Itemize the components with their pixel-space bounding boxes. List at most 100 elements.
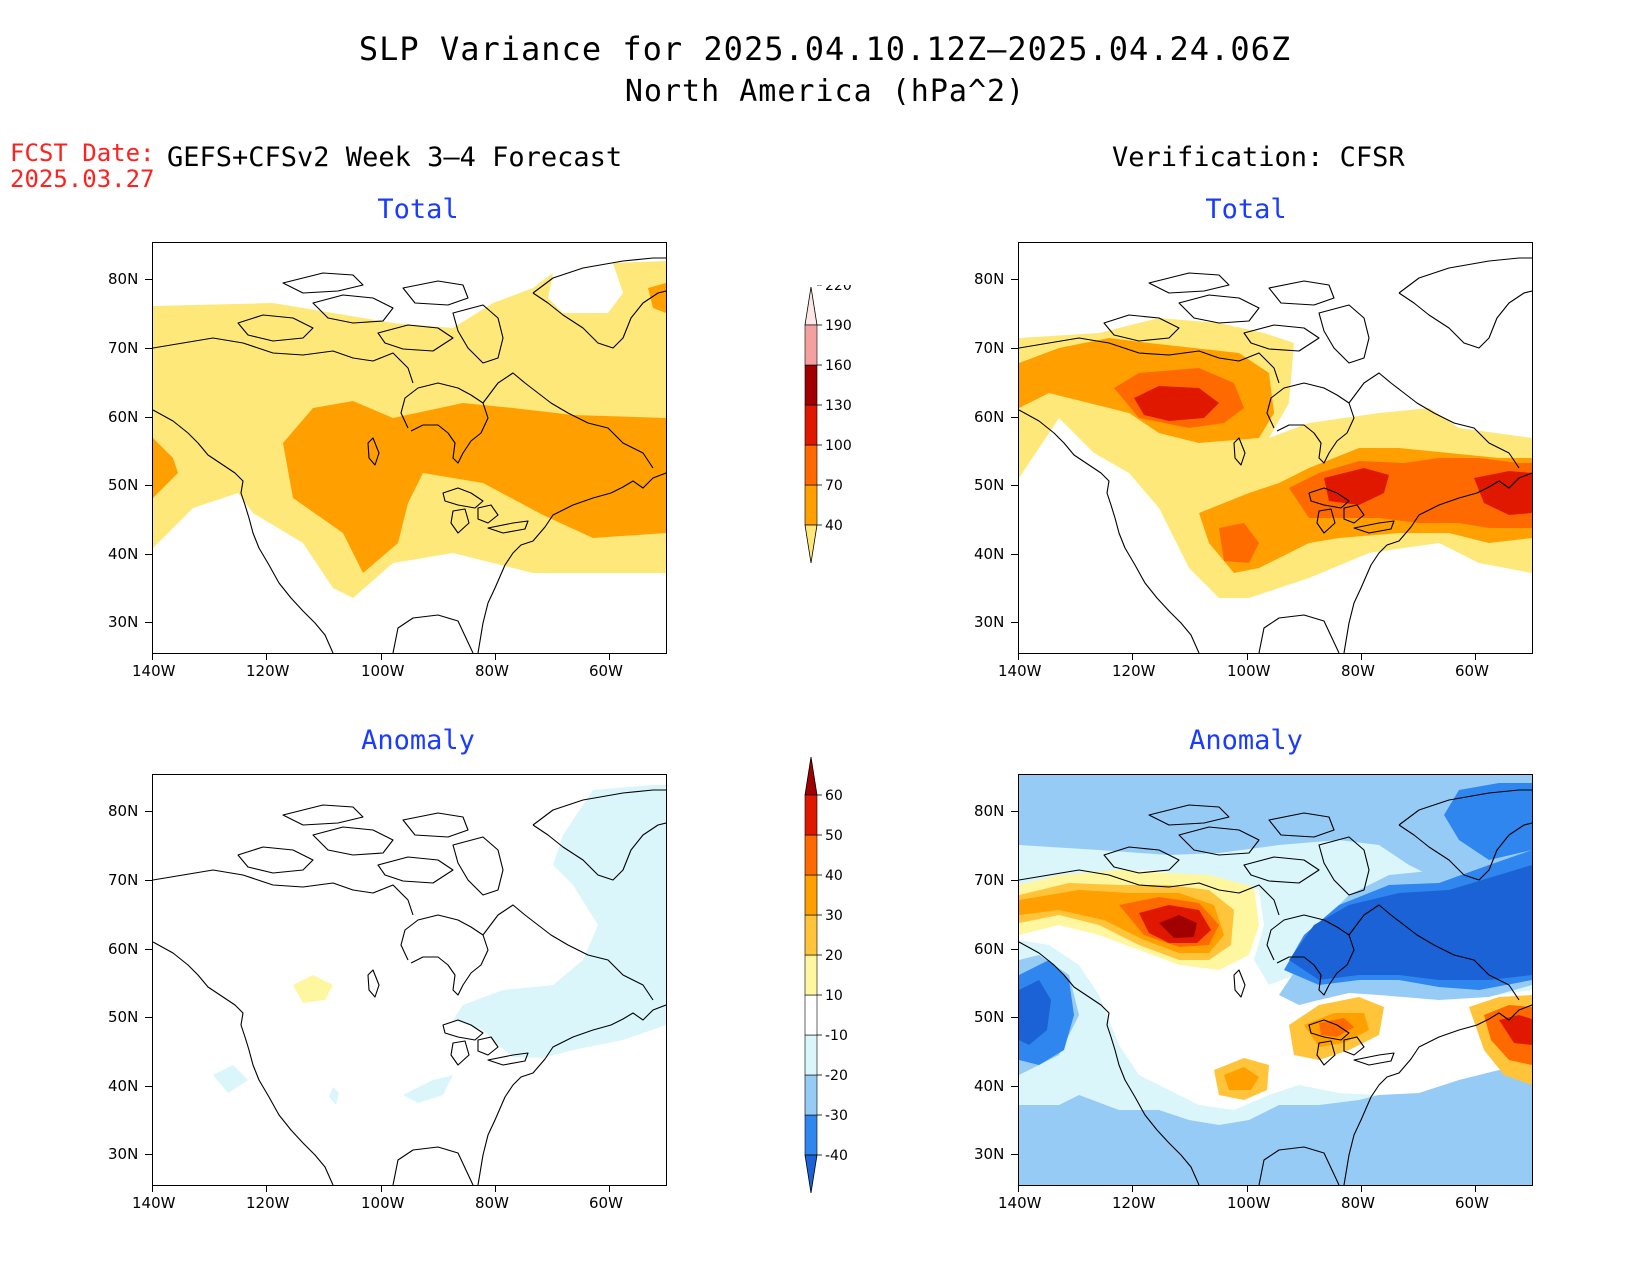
lon-tick [381,653,382,660]
lon-tick [495,1185,496,1192]
colorbar-box [804,794,818,836]
lat-tick [1011,1017,1018,1018]
lat-tick [145,811,152,812]
lon-tick [152,1185,153,1192]
lon-tick [1475,1185,1476,1192]
lon-tick-label: 60W [589,1194,623,1212]
lat-tick-label: 50N [974,1008,1005,1026]
lat-tick [145,279,152,280]
lat-tick [1011,348,1018,349]
colorbar-bottom-arrow [804,1154,818,1194]
lat-tick [145,1017,152,1018]
ver-anomaly-map [1018,774,1533,1186]
lon-tick-label: 100W [1227,662,1271,680]
lon-tick-label: 120W [1112,662,1156,680]
fcst-anomaly-map [152,774,667,1186]
lat-tick-label: 60N [108,940,139,958]
lon-tick [1247,1185,1248,1192]
colorbar-label: 190 [825,318,852,334]
main-title: SLP Variance for 2025.04.10.12Z–2025.04.… [358,30,1292,68]
lon-tick-label: 140W [132,662,176,680]
coastline [1019,789,1532,1185]
lon-tick [609,1185,610,1192]
lat-tick-label: 60N [974,940,1005,958]
main-subtitle: North America (hPa^2) [624,74,1026,109]
colorbar-label: 30 [825,908,843,924]
colorbar-box [804,444,818,486]
colorbar-label: -40 [825,1148,848,1164]
lon-tick [1247,653,1248,660]
fcst-total-title: Total [377,194,459,225]
colorbar-label: 20 [825,948,843,964]
lat-tick [1011,485,1018,486]
colorbar-top-arrow [804,756,818,796]
ver-total-title: Total [1205,194,1287,225]
colorbar-box [804,834,818,876]
lon-tick [1132,653,1133,660]
lat-tick-label: 80N [108,802,139,820]
colorbar-label: 10 [825,988,843,1004]
contour-130 [1134,386,1219,421]
lat-tick [145,949,152,950]
lat-tick [145,554,152,555]
lat-tick-label: 60N [974,408,1005,426]
total-colorbar: 40 70 100 130 160 190 220 [804,285,852,564]
lat-tick-label: 30N [108,1145,139,1163]
colorbar-label: 70 [825,478,843,494]
lat-tick-label: 80N [974,802,1005,820]
lon-tick-label: 80W [1341,662,1375,680]
colorbar-label: 100 [825,438,852,454]
colorbar-top-arrow [804,286,818,326]
colorbar-box [804,484,818,526]
lat-tick-label: 70N [108,871,139,889]
lon-tick [1361,653,1362,660]
lon-tick [1475,653,1476,660]
contour-minus10 [453,785,666,1058]
lon-tick [1132,1185,1133,1192]
colorbar-box [804,874,818,916]
lat-tick [1011,1086,1018,1087]
colorbar-label: -30 [825,1108,848,1124]
lon-tick [1018,653,1019,660]
lon-tick [1361,1185,1362,1192]
lon-tick [1018,1185,1019,1192]
lat-tick-label: 80N [974,270,1005,288]
lat-tick-label: 70N [108,339,139,357]
colorbar-box [804,914,818,956]
contour-plus10 [293,975,333,1003]
colorbar-label: 60 [825,788,843,804]
lon-tick-label: 140W [132,1194,176,1212]
lat-tick-label: 30N [974,613,1005,631]
colorbar-label: 40 [825,518,843,534]
lon-tick-label: 80W [475,1194,509,1212]
colorbar-box [804,364,818,406]
lat-tick [145,622,152,623]
lat-tick [145,880,152,881]
ver-anomaly-title: Anomaly [1189,725,1303,756]
lon-tick [609,653,610,660]
colorbar-box [804,324,818,366]
lon-tick-label: 140W [998,1194,1042,1212]
lat-tick [1011,811,1018,812]
lon-tick-label: 100W [1227,1194,1271,1212]
lon-tick-label: 60W [1455,662,1489,680]
lat-tick-label: 50N [108,476,139,494]
lon-tick [152,653,153,660]
lat-tick [145,348,152,349]
colorbar-bottom-arrow [804,524,818,564]
right-column-header: Verification: CFSR [1112,142,1405,173]
colorbar-box [804,1034,818,1076]
coastline [1019,257,1532,653]
lat-tick-label: 70N [974,871,1005,889]
coastline [153,257,666,653]
lon-tick-label: 80W [1341,1194,1375,1212]
lat-tick-label: 30N [974,1145,1005,1163]
lat-tick-label: 40N [974,1077,1005,1095]
colorbar-box [804,1114,818,1156]
lat-tick-label: 50N [108,1008,139,1026]
lat-tick [1011,417,1018,418]
lat-tick [1011,279,1018,280]
lat-tick [1011,880,1018,881]
fcst-date-label: FCST Date: [10,139,155,167]
lon-tick-label: 140W [998,662,1042,680]
